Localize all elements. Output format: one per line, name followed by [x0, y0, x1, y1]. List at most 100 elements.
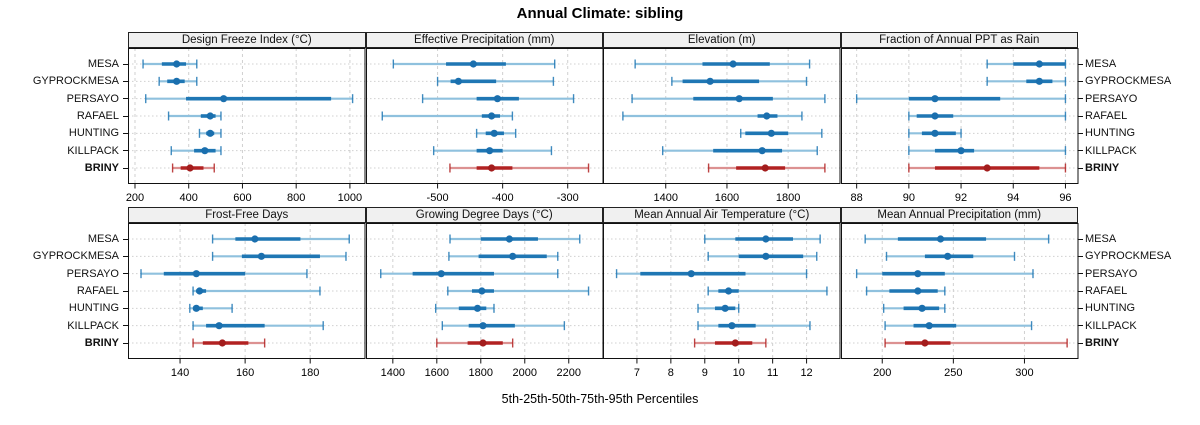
y-axis-tick: [122, 132, 128, 134]
median-dot: [762, 235, 770, 243]
median-dot: [173, 77, 181, 85]
y-axis-tick: [1078, 115, 1083, 117]
median-dot: [731, 339, 739, 347]
axis-tick-label: 400: [180, 192, 198, 204]
median-dot: [936, 235, 944, 243]
site-label: RAFAEL: [76, 285, 119, 297]
axis-tick-label: 800: [287, 192, 305, 204]
median-dot: [508, 252, 516, 260]
axis-tick-label: 250: [944, 367, 962, 379]
median-dot: [469, 60, 477, 68]
site-label: KILLPACK: [1085, 319, 1137, 332]
y-axis-tick: [1078, 80, 1083, 82]
median-dot: [215, 322, 223, 330]
median-dot: [724, 287, 733, 295]
panel-header: Design Freeze Index (°C): [128, 32, 366, 48]
median-dot: [218, 339, 226, 347]
axis-tick-label: -300: [556, 192, 578, 204]
panel-header: Frost-Free Days: [128, 207, 366, 223]
median-dot: [490, 129, 498, 137]
axis-tick-label: 200: [126, 192, 144, 204]
median-dot: [728, 322, 736, 330]
site-label: PERSAYO: [66, 92, 119, 105]
panel-header: Mean Annual Precipitation (mm): [840, 207, 1078, 223]
panel-header: Growing Degree Days (°C): [365, 207, 603, 223]
median-dot: [983, 164, 991, 172]
axis-tick-label: 88: [850, 192, 862, 204]
site-label: MESA: [87, 58, 119, 70]
median-dot: [186, 164, 194, 172]
median-dot: [454, 77, 462, 85]
axis-tick-label: -500: [426, 192, 448, 204]
site-label: MESA: [1085, 58, 1117, 70]
panel-plot: 200 250 300: [840, 223, 1078, 379]
site-label: KILLPACK: [67, 144, 119, 157]
axis-tick-label: 2000: [512, 367, 536, 379]
median-dot: [913, 270, 921, 278]
y-axis-tick: [1078, 307, 1083, 309]
axis-tick-label: -400: [491, 192, 513, 204]
y-axis-tick: [122, 307, 128, 309]
y-axis-tick: [1078, 238, 1083, 240]
site-label: MESA: [87, 233, 119, 245]
site-label: GYPROCKMESA: [32, 250, 119, 263]
axis-tick-label: 160: [236, 367, 254, 379]
panel-plot: 88 90 92 94 96: [840, 48, 1078, 204]
y-axis-tick: [1078, 290, 1083, 292]
y-axis-tick: [1078, 132, 1083, 134]
site-label: RAFAEL: [1085, 285, 1128, 297]
panel-plot: -500 -400 -300: [365, 48, 603, 204]
y-axis-tick: [122, 63, 128, 65]
median-dot: [943, 252, 951, 260]
median-dot: [762, 252, 770, 260]
median-dot: [478, 322, 487, 330]
median-dot: [930, 95, 939, 103]
y-axis-tick: [122, 115, 128, 117]
site-label: PERSAYO: [66, 267, 119, 280]
panel-header: Effective Precipitation (mm): [365, 32, 603, 48]
axis-tick-label: 11: [767, 367, 778, 379]
median-dot: [477, 287, 485, 295]
median-dot: [493, 95, 501, 103]
site-label: HUNTING: [1085, 302, 1136, 315]
median-dot: [917, 304, 926, 312]
y-axis-tick: [1078, 63, 1083, 65]
axis-tick-label: 200: [873, 367, 891, 379]
y-axis-tick: [122, 290, 128, 292]
median-dot: [767, 129, 775, 137]
axis-tick-label: 8: [668, 367, 674, 379]
axis-tick-label: 1600: [715, 192, 739, 204]
site-label: HUNTING: [68, 127, 119, 140]
median-dot: [687, 270, 695, 278]
panel-plot: 140 160 180: [128, 223, 366, 379]
y-axis-tick: [122, 273, 128, 275]
median-dot: [195, 287, 204, 295]
median-dot: [930, 112, 939, 120]
y-axis-tick: [122, 150, 128, 152]
y-axis-tick: [1078, 273, 1083, 275]
site-label: RAFAEL: [76, 110, 119, 122]
median-dot: [192, 270, 200, 278]
axis-tick-label: 1400: [380, 367, 404, 379]
site-label: BRINY: [1085, 337, 1120, 349]
site-label: GYPROCKMESA: [1085, 75, 1172, 88]
y-axis-tick: [1078, 325, 1083, 327]
median-dot: [505, 235, 513, 243]
axis-tick-label: 300: [1015, 367, 1033, 379]
y-axis-tick: [122, 325, 128, 327]
y-axis-tick: [1078, 98, 1083, 100]
site-label: PERSAYO: [1085, 267, 1138, 280]
median-dot: [487, 112, 495, 120]
panel-plot: 7 8 9 10 11 12: [603, 223, 841, 379]
site-label: GYPROCKMESA: [32, 75, 119, 88]
y-axis-tick: [122, 342, 128, 344]
y-axis-tick: [1078, 167, 1083, 169]
panel-plot: 1400 1600 1800 2000 2200: [365, 223, 603, 379]
y-axis-tick: [1078, 255, 1083, 257]
axis-tick-label: 96: [1059, 192, 1071, 204]
median-dot: [201, 147, 209, 155]
site-label: MESA: [1085, 233, 1117, 245]
median-dot: [485, 147, 493, 155]
axis-tick-label: 7: [634, 367, 640, 379]
